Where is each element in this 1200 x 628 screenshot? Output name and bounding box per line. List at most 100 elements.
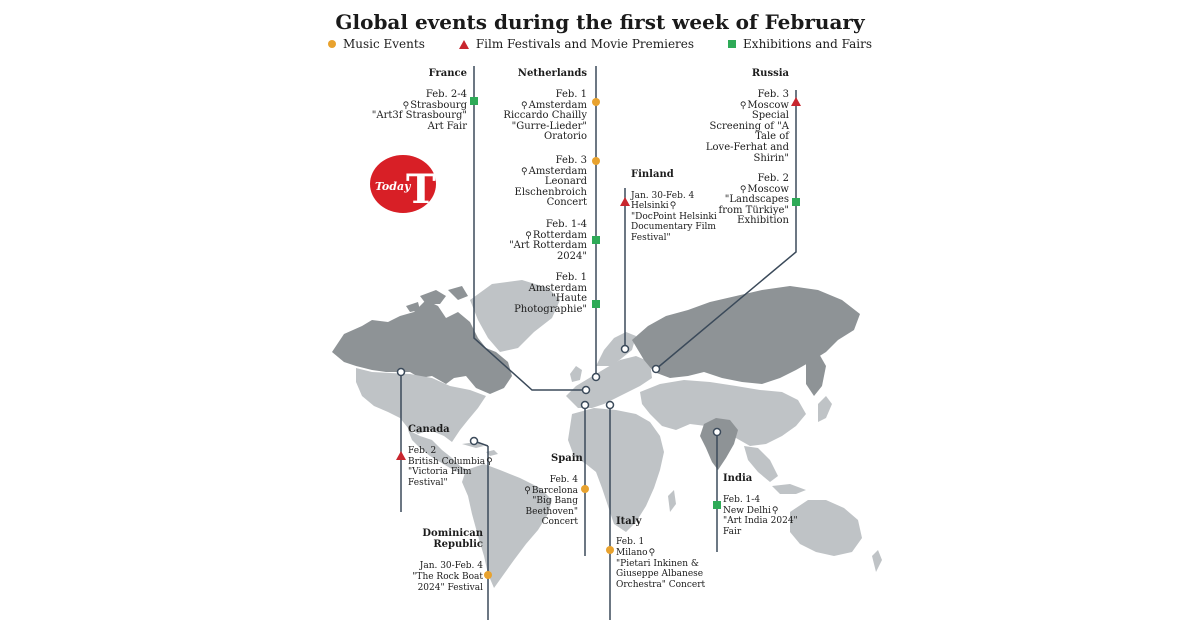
location-pin-icon: ⚲ — [402, 100, 410, 111]
event-line: Screening of "A — [709, 120, 789, 132]
logo-today-text: Today — [375, 180, 412, 193]
event-line: Riccardo Chailly — [503, 110, 587, 122]
event-nl-3: Feb. 1-4 ⚲Rotterdam "Art Rotterdam 2024" — [509, 219, 587, 262]
event-line: "Big Bang — [532, 496, 578, 507]
dot-italy — [605, 400, 615, 410]
marker-dominican-music — [484, 571, 492, 579]
event-line: Special — [751, 110, 789, 122]
event-line: "Art Rotterdam — [509, 240, 587, 252]
event-date: Feb. 2-4 — [425, 89, 467, 100]
event-date: Jan. 30-Feb. 4 — [631, 191, 695, 201]
event-fi-1: Jan. 30-Feb. 4 Helsinki⚲ "DocPoint Helsi… — [631, 191, 717, 243]
exhibition-marker-icon — [728, 40, 737, 48]
event-line: "Gurre-Lieder" — [511, 120, 587, 132]
asia-shape — [640, 380, 806, 446]
event-date: Feb. 2 — [757, 173, 789, 184]
film-marker-icon — [458, 39, 469, 49]
event-nl-4: Feb. 1 Amsterdam "Haute Photographie" — [514, 272, 587, 315]
russia-peninsula-shape — [806, 352, 826, 396]
australia-shape — [790, 500, 862, 556]
legend-music-label: Music Events — [342, 37, 425, 51]
india-shape — [700, 418, 738, 470]
event-ru-2: Feb. 2 ⚲Moscow "Landscapes from Türkiye"… — [719, 173, 789, 227]
event-date: Jan. 30-Feb. 4 — [419, 561, 483, 571]
country-france: France — [428, 68, 467, 79]
music-marker-icon — [327, 40, 336, 48]
event-ca-1: Feb. 2 British Columbia⚲ "Victoria Film … — [408, 446, 493, 488]
event-date: Feb. 4 — [549, 475, 578, 485]
event-line: Love-Ferhat and — [705, 141, 789, 153]
event-line: Shirin" — [753, 152, 789, 164]
japan-shape — [818, 396, 832, 422]
event-date: Feb. 2 — [408, 446, 437, 456]
event-france-1: Feb. 2-4 ⚲Strasbourg "Art3f Strasbourg" … — [371, 89, 467, 132]
event-place: Moscow — [747, 99, 789, 111]
caribbean-shape — [462, 442, 498, 456]
event-line: "Victoria Film — [408, 467, 472, 478]
dot-finland — [620, 344, 630, 354]
country-dominican: Dominican Republic — [422, 528, 483, 550]
event-place: Strasbourg — [410, 99, 467, 111]
event-line: Leonard — [544, 176, 587, 188]
event-line: Art Fair — [427, 120, 467, 132]
event-line: "Pietari Inkinen & — [616, 558, 699, 569]
marker-nl-exhibition-2 — [592, 300, 600, 308]
dot-canada — [396, 367, 406, 377]
dot-netherlands — [591, 372, 601, 382]
new-zealand-shape — [872, 550, 882, 572]
event-line: Photographie" — [514, 303, 587, 315]
event-place: Amsterdam — [528, 282, 587, 294]
south-america-shape — [462, 464, 552, 588]
event-place: Rotterdam — [532, 229, 587, 241]
event-line: "Art3f Strasbourg" — [371, 110, 467, 122]
uk-shape — [570, 366, 582, 382]
event-line: Oratorio — [544, 131, 587, 143]
event-place: British Columbia — [408, 456, 486, 467]
event-line: "DocPoint Helsinki — [631, 211, 717, 222]
event-line: Beethoven" — [525, 506, 578, 517]
dot-russia — [651, 364, 661, 374]
connector-lines — [400, 66, 797, 620]
event-line: Concert — [546, 197, 587, 209]
event-ru-1: Feb. 3 ⚲Moscow Special Screening of "A T… — [705, 89, 789, 164]
legend: Music Events Film Festivals and Movie Pr… — [0, 37, 1200, 51]
event-in-1: Feb. 1-4 New Delhi⚲ "Art India 2024" Fai… — [723, 495, 798, 537]
country-spain: Spain — [551, 453, 583, 464]
location-pin-icon: ⚲ — [521, 166, 528, 177]
scandinavia-shape — [596, 332, 636, 366]
event-date: Feb. 3 — [757, 89, 789, 100]
page-title: Global events during the first week of F… — [335, 10, 865, 34]
event-line: "Art India 2024" — [723, 516, 798, 527]
event-place: Amsterdam — [528, 165, 587, 177]
country-russia: Russia — [751, 68, 789, 79]
southeast-asia-shape — [744, 446, 806, 494]
marker-italy-music — [606, 546, 614, 554]
country-netherlands: Netherlands — [517, 68, 587, 79]
event-nl-2: Feb. 3 ⚲Amsterdam Leonard Elschenbroich … — [515, 155, 587, 209]
event-line: Fair — [723, 526, 742, 537]
location-pin-icon: ⚲ — [771, 505, 779, 516]
event-nl-1: Feb. 1 ⚲Amsterdam Riccardo Chailly "Gurr… — [503, 89, 587, 143]
event-date: Feb. 1-4 — [723, 495, 761, 505]
marker-nl-music-2 — [592, 157, 600, 165]
country-italy: Italy — [616, 516, 642, 527]
event-do-1: Jan. 30-Feb. 4 "The Rock Boat 2024" Fest… — [412, 561, 483, 593]
location-pin-icon: ⚲ — [524, 485, 531, 496]
event-place: Milano — [616, 547, 648, 558]
event-it-1: Feb. 1 Milano⚲ "Pietari Inkinen & Giusep… — [616, 537, 705, 591]
canada-shape — [332, 300, 512, 394]
arctic-islands-shape — [406, 286, 468, 312]
greenland-shape — [470, 280, 560, 352]
event-date: Feb. 1 — [555, 89, 587, 100]
legend-film-label: Film Festivals and Movie Premieres — [475, 37, 695, 51]
event-line: Documentary Film — [631, 222, 716, 233]
marker-nl-music-1 — [592, 98, 600, 106]
location-pin-icon: ⚲ — [739, 184, 747, 195]
africa-shape — [568, 408, 664, 532]
connector-france — [473, 66, 586, 391]
europe-shape — [566, 356, 652, 408]
marker-nl-exhibition-1 — [592, 236, 600, 244]
marker-finland-film — [620, 197, 630, 206]
